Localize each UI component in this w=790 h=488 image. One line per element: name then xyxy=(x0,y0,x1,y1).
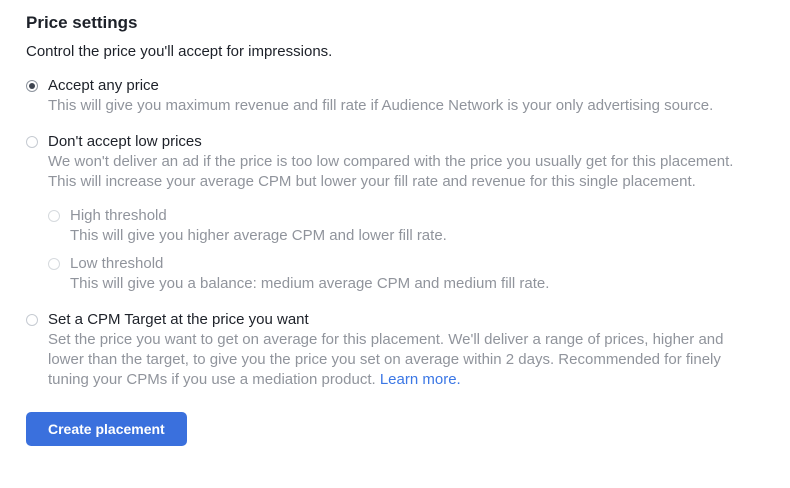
option-cpm-target-label[interactable]: Set a CPM Target at the price you want xyxy=(48,311,309,328)
price-options-group: Accept any price This will give you maxi… xyxy=(26,76,760,390)
radio-accept-any-price[interactable] xyxy=(26,80,38,92)
sub-option-low-threshold: Low threshold This will give you a balan… xyxy=(48,254,760,294)
footer: Create placement xyxy=(0,390,790,446)
option-accept-any-price: Accept any price This will give you maxi… xyxy=(26,76,760,116)
radio-dont-accept-low-prices[interactable] xyxy=(26,136,38,148)
option-dont-accept-low-prices-label[interactable]: Don't accept low prices xyxy=(48,133,202,150)
sub-option-low-threshold-label: Low threshold xyxy=(70,255,164,272)
option-accept-any-price-label[interactable]: Accept any price xyxy=(48,77,159,94)
sub-option-high-threshold-label: High threshold xyxy=(70,207,167,224)
sub-option-high-threshold: High threshold This will give you higher… xyxy=(48,206,760,246)
option-cpm-target-description: Set the price you want to get on average… xyxy=(48,330,760,390)
sub-option-low-threshold-description: This will give you a balance: medium ave… xyxy=(70,275,550,292)
create-placement-button[interactable]: Create placement xyxy=(26,412,187,446)
page-title: Price settings xyxy=(26,13,138,32)
radio-cpm-target[interactable] xyxy=(26,314,38,326)
option-dont-accept-low-prices: Don't accept low prices We won't deliver… xyxy=(26,132,760,294)
price-settings-panel: Price settings Control the price you'll … xyxy=(26,13,760,390)
threshold-sub-options-group: High threshold This will give you higher… xyxy=(48,206,760,294)
option-cpm-target-description-text: Set the price you want to get on average… xyxy=(48,331,724,388)
sub-option-high-threshold-description: This will give you higher average CPM an… xyxy=(70,227,447,244)
page-subtitle: Control the price you'll accept for impr… xyxy=(26,43,333,60)
option-accept-any-price-description: This will give you maximum revenue and f… xyxy=(48,97,714,114)
radio-high-threshold xyxy=(48,210,60,222)
radio-low-threshold xyxy=(48,258,60,270)
option-dont-accept-low-prices-description: We won't deliver an ad if the price is t… xyxy=(48,153,734,190)
learn-more-link[interactable]: Learn more. xyxy=(379,371,461,388)
option-cpm-target: Set a CPM Target at the price you want S… xyxy=(26,310,760,390)
